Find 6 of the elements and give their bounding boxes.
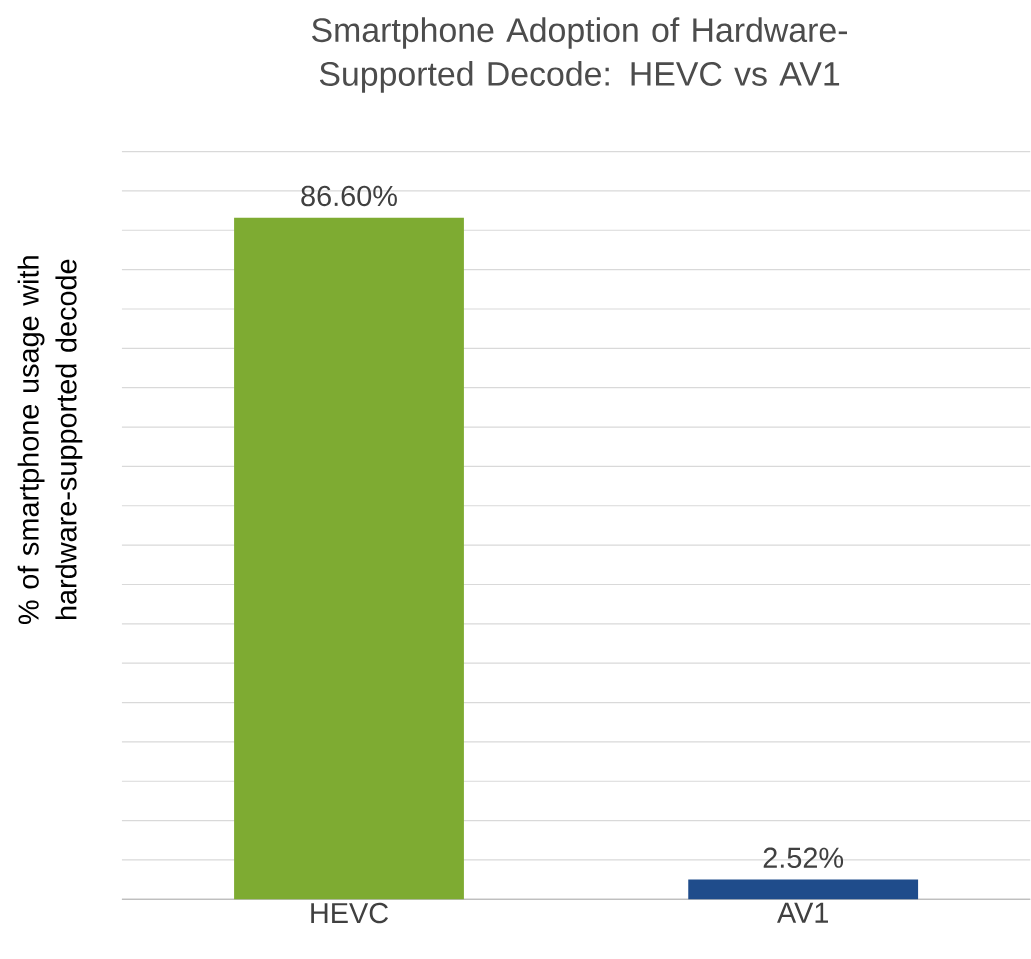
x-tick-label: AV1 [777, 902, 828, 923]
chart-title: Smartphone Adoption of Hardware-Supported Decode: HEVC vs AV1 [312, 17, 848, 93]
data-label: 2.52% [763, 847, 844, 868]
y-axis-title: % of smartphone usage with hardware-supported decode [17, 256, 83, 624]
data-label: 86.60% [301, 185, 397, 207]
x-tick-label: HEVC [311, 902, 388, 924]
